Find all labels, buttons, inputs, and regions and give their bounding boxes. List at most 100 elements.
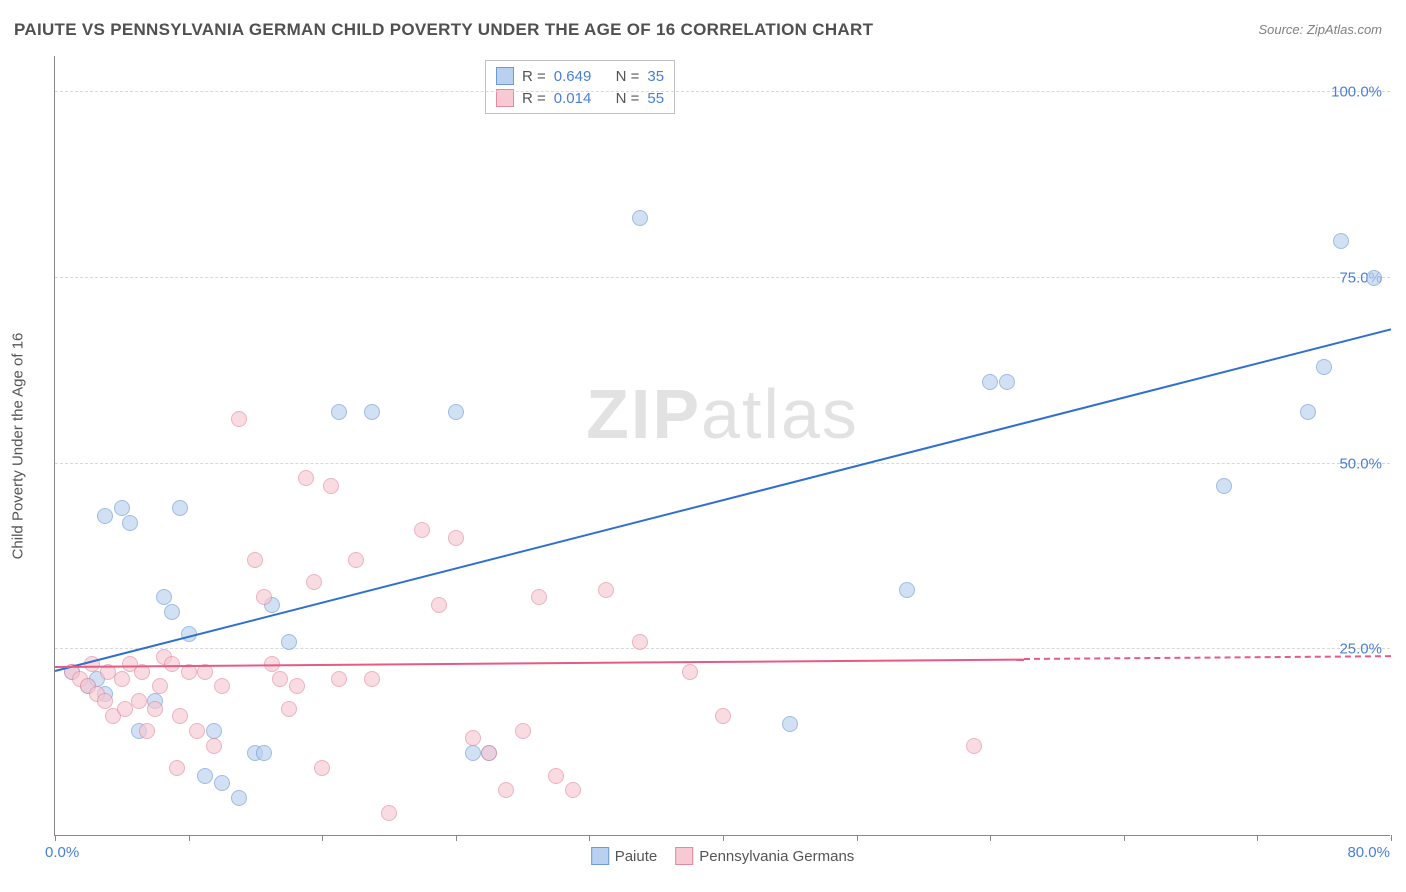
data-point <box>152 678 168 694</box>
data-point <box>289 678 305 694</box>
data-point <box>197 768 213 784</box>
data-point <box>256 745 272 761</box>
xtick <box>1257 835 1258 841</box>
data-point <box>1366 270 1382 286</box>
data-point <box>172 708 188 724</box>
stat-value: 35 <box>647 68 664 85</box>
data-point <box>448 530 464 546</box>
ytick-label: 100.0% <box>1331 84 1382 101</box>
data-point <box>715 708 731 724</box>
xtick <box>1391 835 1392 841</box>
data-point <box>782 716 798 732</box>
stat-value: 0.649 <box>554 68 592 85</box>
trendline <box>55 658 1024 667</box>
data-point <box>481 745 497 761</box>
xtick <box>55 835 56 841</box>
xtick <box>456 835 457 841</box>
legend-swatch <box>496 67 514 85</box>
data-point <box>331 671 347 687</box>
ytick-label: 50.0% <box>1339 455 1382 472</box>
data-point <box>97 693 113 709</box>
data-point <box>314 760 330 776</box>
data-point <box>431 597 447 613</box>
data-point <box>465 745 481 761</box>
data-point <box>214 678 230 694</box>
data-point <box>139 723 155 739</box>
data-point <box>281 634 297 650</box>
data-point <box>256 589 272 605</box>
data-point <box>364 671 380 687</box>
trendline <box>1024 656 1391 661</box>
data-point <box>348 552 364 568</box>
data-point <box>231 411 247 427</box>
data-point <box>632 210 648 226</box>
data-point <box>114 500 130 516</box>
data-point <box>114 671 130 687</box>
data-point <box>999 374 1015 390</box>
data-point <box>515 723 531 739</box>
data-point <box>281 701 297 717</box>
xaxis-min-label: 0.0% <box>45 844 79 861</box>
data-point <box>156 589 172 605</box>
data-point <box>272 671 288 687</box>
data-point <box>206 723 222 739</box>
data-point <box>966 738 982 754</box>
gridline <box>55 648 1390 649</box>
data-point <box>206 738 222 754</box>
chart-container: PAIUTE VS PENNSYLVANIA GERMAN CHILD POVE… <box>0 0 1406 892</box>
legend-bottom: Paiute Pennsylvania Germans <box>591 847 855 865</box>
xaxis-max-label: 80.0% <box>1347 844 1390 861</box>
legend-stats-box: R =0.649 N =35R =0.014 N =55 <box>485 60 675 114</box>
watermark: ZIPatlas <box>586 374 859 454</box>
data-point <box>498 782 514 798</box>
data-point <box>231 790 247 806</box>
data-point <box>214 775 230 791</box>
legend-label: Pennsylvania Germans <box>699 848 854 865</box>
legend-stats-row: R = 0.649 N = 35 <box>496 65 664 87</box>
data-point <box>982 374 998 390</box>
legend-swatch <box>675 847 693 865</box>
data-point <box>97 508 113 524</box>
data-point <box>899 582 915 598</box>
legend-item: Pennsylvania Germans <box>675 847 854 865</box>
data-point <box>147 701 163 717</box>
y-axis-label: Child Poverty Under the Age of 16 <box>10 333 27 560</box>
data-point <box>632 634 648 650</box>
data-point <box>682 664 698 680</box>
xtick <box>1124 835 1125 841</box>
data-point <box>598 582 614 598</box>
data-point <box>531 589 547 605</box>
data-point <box>164 604 180 620</box>
data-point <box>298 470 314 486</box>
data-point <box>1300 404 1316 420</box>
watermark-bold: ZIP <box>586 375 701 453</box>
data-point <box>364 404 380 420</box>
stat-label: R = <box>522 68 546 85</box>
data-point <box>122 515 138 531</box>
stat-label: N = <box>616 68 640 85</box>
legend-item: Paiute <box>591 847 658 865</box>
watermark-light: atlas <box>701 375 859 453</box>
xtick <box>857 835 858 841</box>
data-point <box>548 768 564 784</box>
data-point <box>172 500 188 516</box>
xtick <box>990 835 991 841</box>
data-point <box>1216 478 1232 494</box>
data-point <box>381 805 397 821</box>
xtick <box>589 835 590 841</box>
data-point <box>247 552 263 568</box>
chart-title: PAIUTE VS PENNSYLVANIA GERMAN CHILD POVE… <box>14 20 873 40</box>
data-point <box>323 478 339 494</box>
data-point <box>448 404 464 420</box>
data-point <box>1333 233 1349 249</box>
trendline <box>55 328 1391 672</box>
legend-swatch <box>591 847 609 865</box>
data-point <box>414 522 430 538</box>
data-point <box>465 730 481 746</box>
legend-label: Paiute <box>615 848 658 865</box>
data-point <box>306 574 322 590</box>
gridline <box>55 91 1390 92</box>
xtick <box>322 835 323 841</box>
data-point <box>1316 359 1332 375</box>
gridline <box>55 277 1390 278</box>
